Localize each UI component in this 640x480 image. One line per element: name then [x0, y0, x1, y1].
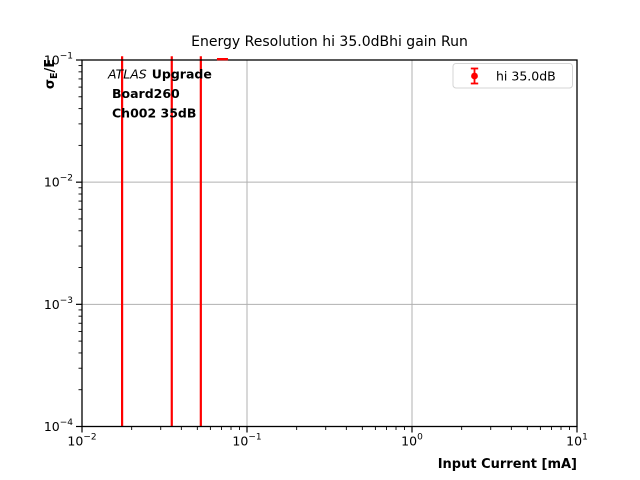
- axes-border: [81, 59, 578, 428]
- legend-box: [452, 63, 573, 89]
- legend-label: hi 35.0dB: [496, 69, 556, 84]
- x-tick-label: 101: [566, 433, 588, 449]
- x-tick-label: 100: [401, 433, 423, 449]
- x-tick-label: 10−1: [232, 433, 261, 449]
- y-axis-label: σE/E: [43, 59, 60, 89]
- y-tick-label: 10−2: [44, 174, 73, 190]
- annotation-line-2: Board260: [112, 86, 180, 101]
- y-tick-label: 10−4: [44, 418, 73, 434]
- annotation-line-1: ATLAS Upgrade: [107, 67, 212, 82]
- errorbar-marker-icon: [470, 67, 479, 85]
- y-tick-label: 10−3: [44, 296, 73, 312]
- errorbar-series: [121, 56, 202, 427]
- annotation-upgrade: Upgrade: [152, 67, 212, 82]
- annotation-line-3: Ch002 35dB: [112, 106, 196, 121]
- annotation-block: ATLAS Upgrade Board260 Ch002 35dB: [107, 67, 212, 121]
- x-tick-label: 10−2: [67, 433, 96, 449]
- gridlines: [82, 60, 577, 427]
- y-axis-label-suffix: /E: [43, 59, 58, 73]
- annotation-atlas: ATLAS: [107, 67, 147, 82]
- y-axis-label-sigma: σ: [43, 79, 58, 89]
- axis-ticks: [76, 59, 578, 433]
- x-axis-label: Input Current [mA]: [438, 457, 577, 472]
- chart-title: Energy Resolution hi 35.0dBhi gain Run: [191, 34, 468, 50]
- legend: hi 35.0dB: [452, 63, 573, 89]
- y-axis-label-subscript: E: [49, 73, 60, 80]
